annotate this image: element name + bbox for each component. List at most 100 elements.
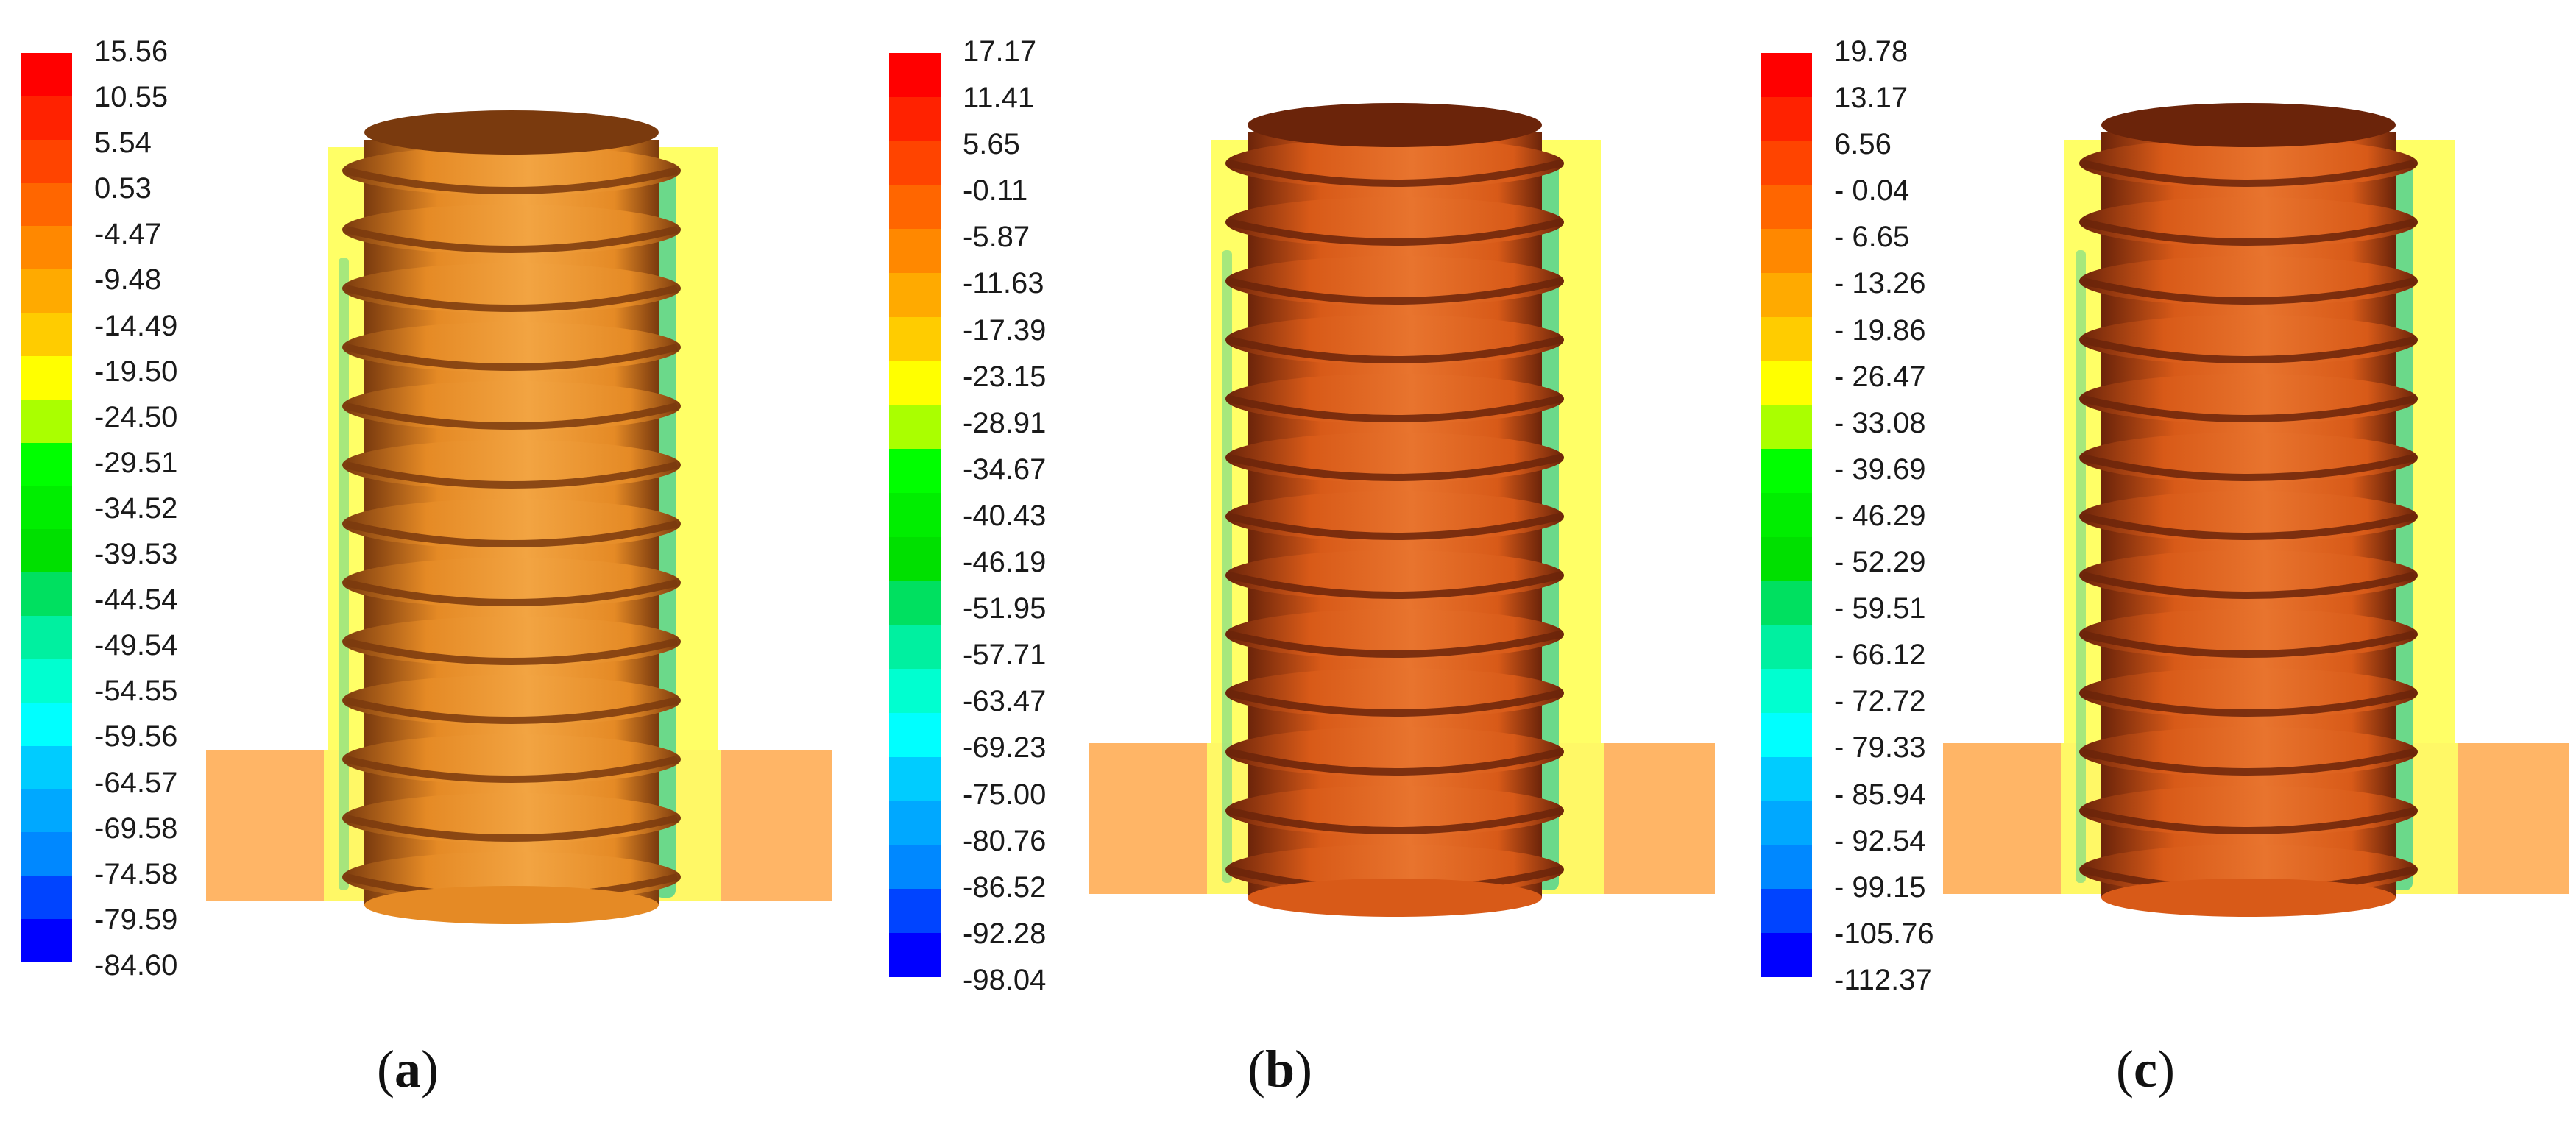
color-swatch	[1761, 801, 1812, 845]
scale-tick-label: -112.37	[1834, 963, 1932, 996]
scale-tick-label: - 72.72	[1834, 685, 1926, 718]
color-swatch	[1761, 96, 1812, 141]
scale-tick-label: -69.58	[94, 812, 178, 845]
scale-tick-label: -4.47	[94, 218, 162, 251]
scale-tick-label: -64.57	[94, 766, 178, 799]
scale-tick-label: 0.53	[94, 172, 152, 205]
scale-tick-label: - 99.15	[1834, 870, 1926, 904]
color-swatch	[1761, 889, 1812, 934]
color-swatch	[21, 53, 72, 96]
color-swatch	[21, 442, 72, 486]
color-swatch	[889, 757, 941, 801]
color-swatch	[889, 53, 941, 97]
scale-tick-label: -23.15	[963, 360, 1047, 393]
scale-tick-label: -79.59	[94, 903, 178, 936]
color-swatch	[889, 669, 941, 714]
scale-tick-label: - 19.86	[1834, 313, 1926, 347]
scale-tick-label: - 52.29	[1834, 546, 1926, 579]
color-swatch	[889, 141, 941, 185]
scale-tick-label: -86.52	[963, 870, 1047, 904]
scale-tick-label: -24.50	[94, 400, 178, 433]
color-swatch	[21, 702, 72, 746]
color-swatch	[1761, 493, 1812, 537]
color-scale-labels: 17.17 11.41 5.65 -0.11 -5.87 -11.63 -17.39 -23.…	[963, 37, 1046, 995]
scale-tick-label: - 33.08	[1834, 406, 1926, 439]
scale-tick-label: - 46.29	[1834, 499, 1926, 532]
color-swatch	[1761, 625, 1812, 670]
caption-b: (b)	[1248, 1040, 1313, 1099]
scale-tick-label: -49.54	[94, 629, 178, 662]
color-swatch	[1761, 185, 1812, 230]
color-swatch	[1761, 581, 1812, 625]
scale-tick-label: -0.11	[963, 174, 1028, 207]
color-swatch	[889, 581, 941, 625]
scale-tick-label: - 6.65	[1834, 221, 1910, 254]
scale-tick-label: -105.76	[1834, 917, 1934, 950]
color-scale-bar	[889, 53, 941, 978]
color-swatch	[889, 845, 941, 890]
scale-tick-label: - 13.26	[1834, 267, 1926, 300]
scale-tick-label: - 39.69	[1834, 453, 1926, 486]
scale-tick-label: -80.76	[963, 824, 1047, 857]
screw-stress-contour	[1089, 103, 1715, 917]
color-swatch	[21, 529, 72, 573]
color-swatch	[1761, 845, 1812, 890]
color-swatch	[21, 399, 72, 443]
scale-tick-label: -46.19	[963, 546, 1047, 579]
screw-thread-body	[342, 110, 681, 924]
scale-tick-label: -11.63	[963, 267, 1044, 300]
color-swatch	[1761, 273, 1812, 317]
color-swatch	[1761, 757, 1812, 801]
caption-a: (a)	[377, 1040, 439, 1099]
scale-tick-label: - 92.54	[1834, 824, 1926, 857]
color-swatch	[889, 185, 941, 230]
color-swatch	[889, 933, 941, 978]
scale-tick-label: 15.56	[94, 35, 169, 68]
panel-b: 17.17 11.41 5.65 -0.11 -5.87 -11.63 -17.39 -23.…	[868, 0, 1722, 1125]
scale-tick-label: -9.48	[94, 263, 162, 297]
screw-stress-contour	[1943, 103, 2569, 917]
color-swatch	[1761, 53, 1812, 97]
color-swatch	[1761, 933, 1812, 978]
color-swatch	[21, 139, 72, 183]
color-swatch	[1761, 449, 1812, 494]
color-swatch	[889, 449, 941, 494]
color-swatch	[21, 832, 72, 876]
scale-tick-label: -57.71	[963, 639, 1047, 672]
color-swatch	[1761, 229, 1812, 274]
color-swatch	[889, 96, 941, 141]
color-swatch	[889, 625, 941, 670]
scale-tick-label: - 66.12	[1834, 639, 1926, 672]
color-swatch	[889, 361, 941, 405]
color-swatch	[1761, 713, 1812, 757]
color-swatch	[21, 919, 72, 963]
color-swatch	[21, 616, 72, 660]
scale-tick-label: - 26.47	[1834, 360, 1926, 393]
color-swatch	[1761, 316, 1812, 361]
scale-tick-label: - 85.94	[1834, 778, 1926, 811]
scale-tick-label: -98.04	[963, 963, 1047, 996]
scale-tick-label: -51.95	[963, 592, 1047, 625]
scale-tick-label: -63.47	[963, 685, 1047, 718]
color-swatch	[21, 876, 72, 920]
scale-tick-label: -74.58	[94, 857, 178, 890]
color-swatch	[21, 96, 72, 140]
color-swatch	[889, 316, 941, 361]
scale-tick-label: - 59.51	[1834, 592, 1926, 625]
scale-tick-label: -17.39	[963, 313, 1047, 347]
color-swatch	[1761, 669, 1812, 714]
color-swatch	[21, 486, 72, 530]
scale-tick-label: -34.52	[94, 491, 178, 525]
scale-tick-label: - 79.33	[1834, 731, 1926, 764]
scale-tick-label: 10.55	[94, 81, 169, 114]
scale-tick-label: -40.43	[963, 499, 1047, 532]
scale-tick-label: 17.17	[963, 35, 1037, 68]
color-swatch	[21, 182, 72, 227]
color-swatch	[889, 229, 941, 274]
color-swatch	[21, 226, 72, 270]
color-swatch	[1761, 361, 1812, 405]
scale-tick-label: 5.54	[94, 127, 152, 160]
scale-tick-label: - 0.04	[1834, 174, 1910, 207]
scale-tick-label: -14.49	[94, 309, 178, 342]
scale-tick-label: 5.65	[963, 128, 1020, 161]
